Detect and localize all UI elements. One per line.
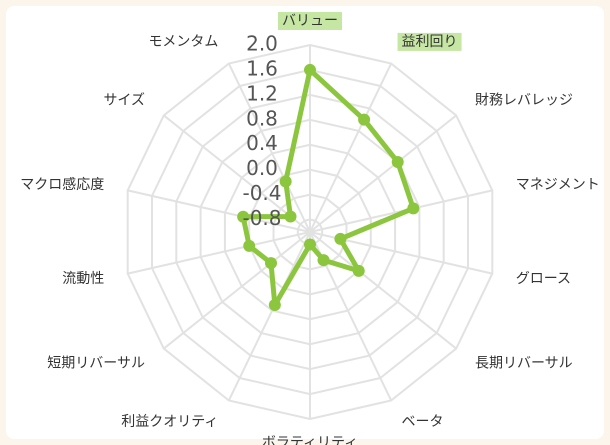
data-point [352, 264, 365, 277]
spoke [127, 189, 311, 233]
axis-label: グロース [516, 271, 571, 287]
axis-label-group: 財務レバレッジ [475, 92, 573, 108]
axis-label: 短期リバーサル [47, 356, 145, 372]
y-tick-label: 1.6 [246, 56, 278, 80]
label-highlight [278, 12, 342, 30]
axis-label-group: ボラティリティ [262, 435, 358, 445]
data-point [265, 257, 278, 270]
axis-label: 財務レバレッジ [475, 92, 573, 108]
spoke [163, 231, 311, 350]
spoke [163, 114, 311, 233]
y-tick-label: -0.4 [242, 181, 281, 205]
spoke [227, 231, 311, 401]
axis-label-group: サイズ [103, 92, 145, 108]
axis-label-group: 益利回り [397, 32, 462, 51]
axis-label-group: モメンタム [148, 34, 218, 50]
data-point [358, 113, 371, 126]
data-point [243, 239, 256, 252]
spoke [309, 231, 457, 350]
axis-label: 流動性 [62, 271, 104, 287]
data-point [334, 232, 347, 245]
axis-label-group: 長期リバーサル [475, 356, 573, 372]
axis-label: 長期リバーサル [475, 356, 573, 372]
data-point [407, 202, 420, 215]
y-tick-label: -0.8 [242, 206, 281, 230]
y-tick-label: 1.2 [246, 81, 278, 105]
grid-ring [126, 43, 494, 421]
axis-label: マネジメント [516, 177, 600, 193]
axis-label-group: バリュー [278, 12, 342, 30]
axis-label-group: マネジメント [516, 177, 600, 193]
y-tick-label: 2.0 [246, 32, 278, 56]
data-point [284, 210, 297, 223]
spoke [227, 63, 311, 233]
axis-label: ベータ [402, 414, 444, 430]
grid-ring [223, 143, 397, 321]
data-point [268, 299, 281, 312]
axis-label: 利益クオリティ [121, 414, 218, 430]
data-point [304, 63, 316, 76]
axis-label: サイズ [103, 92, 145, 108]
axis-label: ボラティリティ [262, 435, 358, 445]
axis-label-group: グロース [516, 271, 571, 287]
axis-label-group: ベータ [402, 414, 444, 430]
y-tick-label: 0.4 [246, 131, 278, 155]
grid-ring [150, 68, 470, 396]
data-point [279, 175, 292, 188]
label-highlight [397, 32, 462, 51]
axis-label: 益利回り [402, 34, 458, 50]
grid-ring [175, 93, 445, 371]
spoke [127, 231, 311, 275]
data-point [391, 156, 404, 169]
axis-label-group: 流動性 [62, 271, 104, 287]
axis-label-group: マクロ感応度 [20, 176, 104, 193]
axis-label: バリュー [282, 13, 338, 29]
y-tick-label: 0.8 [246, 106, 278, 130]
grid-ring [272, 193, 348, 271]
spoke [309, 114, 457, 233]
y-tick-label: 0.0 [246, 156, 278, 180]
axis-label: モメンタム [148, 34, 218, 50]
data-point [304, 238, 316, 251]
axis-label-group: 利益クオリティ [121, 414, 218, 430]
axis-label-group: 短期リバーサル [47, 356, 145, 372]
grid-ring [248, 168, 372, 296]
axis-label: マクロ感応度 [20, 176, 104, 193]
spoke [309, 63, 393, 233]
data-point [237, 210, 250, 223]
data-point [317, 254, 330, 267]
